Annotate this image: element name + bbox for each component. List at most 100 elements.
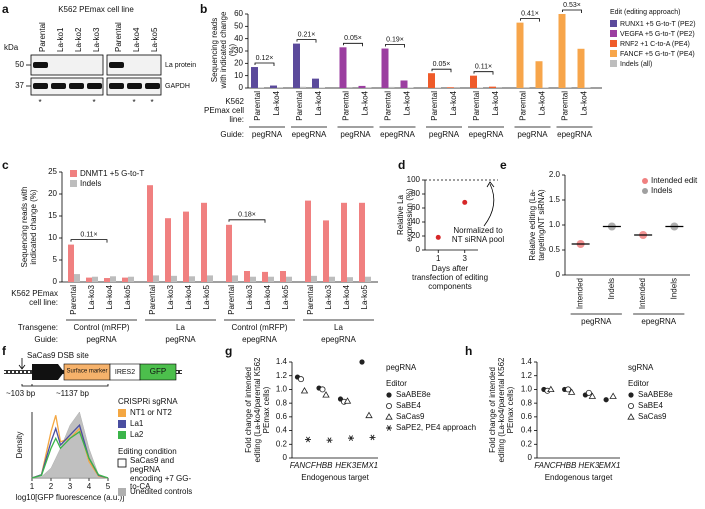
bar <box>516 22 524 89</box>
legend-title: Editor <box>386 379 407 388</box>
y-tick-label: 1.0 <box>521 385 533 394</box>
promoter <box>32 364 64 380</box>
indel-bar <box>523 87 530 88</box>
x-tick-label: La-ko4 <box>491 90 500 115</box>
y-tick-label: 0 <box>528 453 533 462</box>
legend-label: SaCas9 and pegRNA encoding +7 GG-to-CA <box>130 456 192 492</box>
indel-bar <box>347 277 353 282</box>
x-tick-label: La-ko4 <box>314 90 323 115</box>
y-axis-label: Fold change of intended editing (La-ko4/… <box>243 357 271 463</box>
legend-swatch <box>610 30 617 37</box>
y-tick-label: 60 <box>234 9 243 18</box>
block-label: GFP <box>150 367 166 376</box>
indel-bar <box>329 276 335 282</box>
bar <box>577 48 585 88</box>
y-tick-label: 10 <box>234 71 243 80</box>
bar <box>535 61 543 88</box>
guide-label: pegRNA <box>517 130 548 139</box>
indel-bar <box>258 87 264 88</box>
row-label: Guide: <box>34 335 58 344</box>
band <box>51 83 66 89</box>
bar <box>470 75 477 88</box>
legend-label: NT1 or NT2 <box>130 408 172 417</box>
y-tick-label: 2.0 <box>549 170 561 179</box>
x-tick-label: Parental <box>342 91 351 121</box>
x-tick-label: La-ko5 <box>202 284 211 309</box>
band <box>69 83 84 89</box>
dsb-arrow <box>18 358 26 370</box>
legend-swatch <box>628 392 634 398</box>
x-tick-label: La-ko4 <box>538 90 547 115</box>
y-tick-label: 0.4 <box>276 426 288 435</box>
x-tick-label: Parental <box>69 285 78 315</box>
x-tick-label: Parental <box>306 285 315 315</box>
y-tick-label: 0.5 <box>549 245 561 254</box>
point <box>322 391 330 398</box>
lane-label: La-ko3 <box>92 27 101 52</box>
bar <box>312 78 319 88</box>
legend-label: Indels (all) <box>620 61 652 68</box>
guide-label: epegRNA <box>557 130 592 139</box>
legend-label: SaBE4 <box>396 401 421 410</box>
panel-letter: g <box>225 344 232 358</box>
indel-bar <box>153 275 159 282</box>
x-tick-label: 2 <box>49 482 54 491</box>
row-label: K562 PEmax cell line: <box>11 289 58 307</box>
transgene-label: Control (mRFP) <box>231 323 287 332</box>
y-tick-label: 0 <box>416 245 421 254</box>
legend-title: Editing condition <box>118 447 177 456</box>
point <box>565 386 572 393</box>
transgene-label: La <box>176 323 185 332</box>
block-label: Surface marker <box>66 368 108 375</box>
ratio-bracket <box>520 18 540 22</box>
indel-bar <box>365 276 371 282</box>
bar <box>270 85 277 88</box>
x-tick-label: Parental <box>384 91 393 121</box>
legend-label: DNMT1 +5 G-to-T <box>80 169 144 178</box>
x-tick-label: Parental <box>561 91 570 121</box>
y-axis-label: Sequencing reads with indicated change (… <box>20 186 38 268</box>
x-tick-label: Indels <box>669 278 678 299</box>
legend-title: Editor <box>628 379 649 388</box>
bar <box>293 43 300 88</box>
y-tick-label: 30 <box>234 46 243 55</box>
legend-swatch <box>118 409 126 417</box>
arrow-head <box>486 181 495 188</box>
y-tick-label: 20 <box>234 58 243 67</box>
indel-bar <box>110 276 116 282</box>
indel-bar <box>584 87 591 88</box>
bar <box>165 218 171 282</box>
ratio-bracket <box>562 9 582 13</box>
x-tick-label: La-ko5 <box>281 284 290 309</box>
legend-title: Edit (editing approach) <box>610 9 680 16</box>
y-tick-label: 60 <box>411 203 420 212</box>
legend-swatch <box>385 413 393 420</box>
y-tick-label: 0.2 <box>276 439 288 448</box>
x-tick-label: 1 <box>436 254 441 263</box>
blot-frame <box>30 77 104 96</box>
distance-label: ~103 bp <box>6 389 36 398</box>
legend-swatch <box>610 40 617 47</box>
y-tick-label: 1.4 <box>276 357 288 366</box>
bar <box>381 48 389 88</box>
y-axis-label: Density <box>15 432 24 459</box>
row-label: Guide: <box>220 130 244 139</box>
band <box>87 83 102 89</box>
legend-label: SaABE8e <box>638 390 673 399</box>
point <box>603 397 609 403</box>
blot-frame <box>106 54 162 76</box>
y-tick-label: 0 <box>556 270 561 279</box>
legend-label: SaBE4 <box>638 401 663 410</box>
indel-bar <box>171 275 177 282</box>
y-tick-label: 1.5 <box>549 195 561 204</box>
x-tick-label: Indels <box>607 278 616 299</box>
point <box>369 434 376 441</box>
ratio-label: 0.11× <box>475 64 492 71</box>
indel-bar <box>300 86 306 88</box>
y-tick-label: 0 <box>239 83 244 92</box>
indel-bar <box>250 276 256 282</box>
ratio-bracket <box>228 219 266 223</box>
y-axis-label: Relative editing (La-targeting/NT siRNA) <box>528 189 546 261</box>
bar <box>323 220 329 282</box>
